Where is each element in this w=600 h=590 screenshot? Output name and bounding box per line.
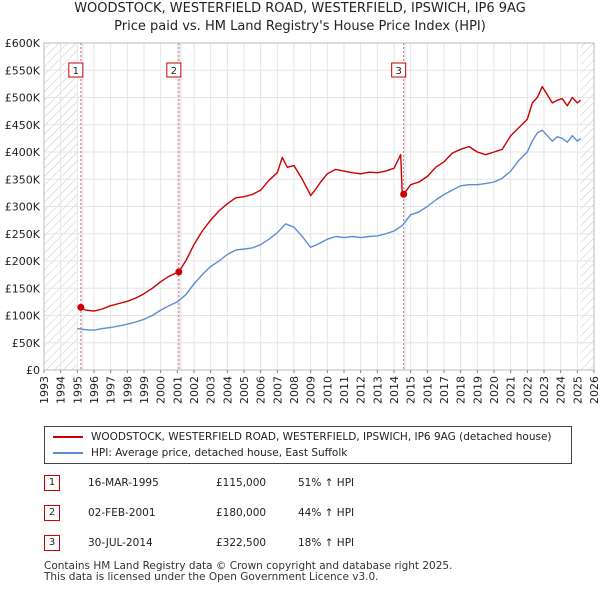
x-tick-label: 2021 (505, 376, 518, 404)
x-tick-label: 2024 (555, 376, 568, 404)
transaction-number-badge: 3 (44, 535, 60, 551)
x-tick-label: 1996 (88, 376, 101, 404)
x-tick-label: 2005 (238, 376, 251, 404)
x-tick-label: 2019 (471, 376, 484, 404)
y-tick-label: £50K (12, 337, 41, 350)
transaction-date: 16-MAR-1995 (88, 477, 159, 489)
legend-swatch-hpi (53, 452, 83, 454)
x-tick-label: 2013 (371, 376, 384, 404)
price-chart: 1 2 3 £0 £50K £100K £150K £200K £250K £300K £350K… (5, 37, 600, 404)
x-tick-label: 2016 (421, 376, 434, 404)
x-tick-label: 2000 (155, 376, 168, 404)
x-tick-label: 2026 (588, 376, 600, 404)
x-tick-label: 1995 (71, 376, 84, 404)
marker-3-box (391, 62, 407, 78)
x-tick-label: 1994 (55, 376, 68, 404)
x-tick-label: 2022 (521, 376, 534, 404)
y-tick-label: £400K (5, 146, 41, 159)
legend-label-hpi: HPI: Average price, detached house, East… (91, 447, 348, 459)
y-tick-label: £500K (5, 92, 41, 105)
plot-frame (43, 42, 595, 371)
x-tick-label: 2018 (455, 376, 468, 404)
sale-point-3 (400, 190, 408, 198)
y-tick-label: £150K (5, 282, 41, 295)
x-tick-label: 2011 (338, 376, 351, 404)
hpi-line (77, 129, 582, 331)
y-tick-label: £550K (5, 64, 41, 77)
transaction-hpi-change: 44% ↑ HPI (298, 507, 355, 519)
transaction-hpi-change: 18% ↑ HPI (298, 537, 355, 549)
x-tick-label: 1999 (138, 376, 151, 404)
x-tick-label: 2006 (255, 376, 268, 404)
x-tick-label: 2014 (388, 376, 401, 404)
property-price-line (80, 85, 582, 312)
footer-attribution: Contains HM Land Registry data © Crown c… (44, 561, 452, 583)
x-tick-label: 1993 (38, 376, 51, 404)
x-tick-label: 2017 (438, 376, 451, 404)
x-tick-label: 2001 (171, 376, 184, 404)
legend-swatch-property (53, 436, 83, 438)
table-row: 2 02-FEB-2001 £180,000 44% ↑ HPI (44, 504, 464, 522)
transaction-date: 30-JUL-2014 (88, 537, 153, 549)
transaction-date: 02-FEB-2001 (88, 507, 156, 519)
footer-line1: Contains HM Land Registry data © Crown c… (44, 560, 453, 572)
transaction-price: £180,000 (216, 507, 267, 519)
transaction-hpi-change: 51% ↑ HPI (298, 477, 355, 489)
x-tick-label: 2002 (188, 376, 201, 404)
y-tick-label: £350K (5, 173, 41, 186)
x-tick-label: 2004 (221, 376, 234, 404)
transaction-price: £322,500 (216, 537, 267, 549)
marker-1-label: 1 (73, 66, 79, 77)
x-tick-label: 2010 (321, 376, 334, 404)
x-tick-label: 2008 (288, 376, 301, 404)
x-tick-label: 2009 (305, 376, 318, 404)
y-tick-label: £450K (5, 119, 41, 132)
x-tick-label: 2012 (355, 376, 368, 404)
x-tick-label: 1998 (121, 376, 134, 404)
transaction-price: £115,000 (216, 477, 267, 489)
x-tick-label: 2020 (488, 376, 501, 404)
marker-3-label: 3 (395, 66, 401, 77)
marker-2-box (166, 62, 182, 78)
transaction-number-badge: 1 (44, 475, 60, 491)
table-row: 1 16-MAR-1995 £115,000 51% ↑ HPI (44, 474, 464, 492)
legend-label-property: WOODSTOCK, WESTERFIELD ROAD, WESTERFIELD… (91, 431, 552, 443)
x-tick-label: 1997 (105, 376, 118, 404)
footer-line2: This data is licensed under the Open Gov… (44, 571, 379, 583)
y-tick-label: £200K (5, 255, 41, 268)
sale-point-2 (175, 268, 183, 276)
marker-1-box (68, 62, 84, 78)
y-tick-label: £300K (5, 201, 41, 214)
legend-item-property: WOODSTOCK, WESTERFIELD ROAD, WESTERFIELD… (53, 429, 552, 445)
y-tick-label: £0 (26, 364, 40, 377)
y-tick-label: £600K (5, 37, 41, 50)
x-tick-label: 2003 (205, 376, 218, 404)
transaction-number-badge: 2 (44, 505, 60, 521)
marker-2-label: 2 (171, 66, 177, 77)
x-tick-label: 2025 (571, 376, 584, 404)
x-tick-label: 2023 (538, 376, 551, 404)
y-tick-label: £250K (5, 228, 41, 241)
x-tick-label: 2007 (271, 376, 284, 404)
legend-item-hpi: HPI: Average price, detached house, East… (53, 445, 347, 461)
chart-title-line1: WOODSTOCK, WESTERFIELD ROAD, WESTERFIELD… (74, 1, 526, 16)
chart-title-line2: Price paid vs. HM Land Registry's House … (114, 19, 486, 34)
x-tick-label: 2015 (405, 376, 418, 404)
table-row: 3 30-JUL-2014 £322,500 18% ↑ HPI (44, 534, 464, 552)
chart-legend: WOODSTOCK, WESTERFIELD ROAD, WESTERFIELD… (44, 426, 572, 464)
sale-point-1 (77, 303, 85, 311)
y-tick-label: £100K (5, 310, 41, 323)
